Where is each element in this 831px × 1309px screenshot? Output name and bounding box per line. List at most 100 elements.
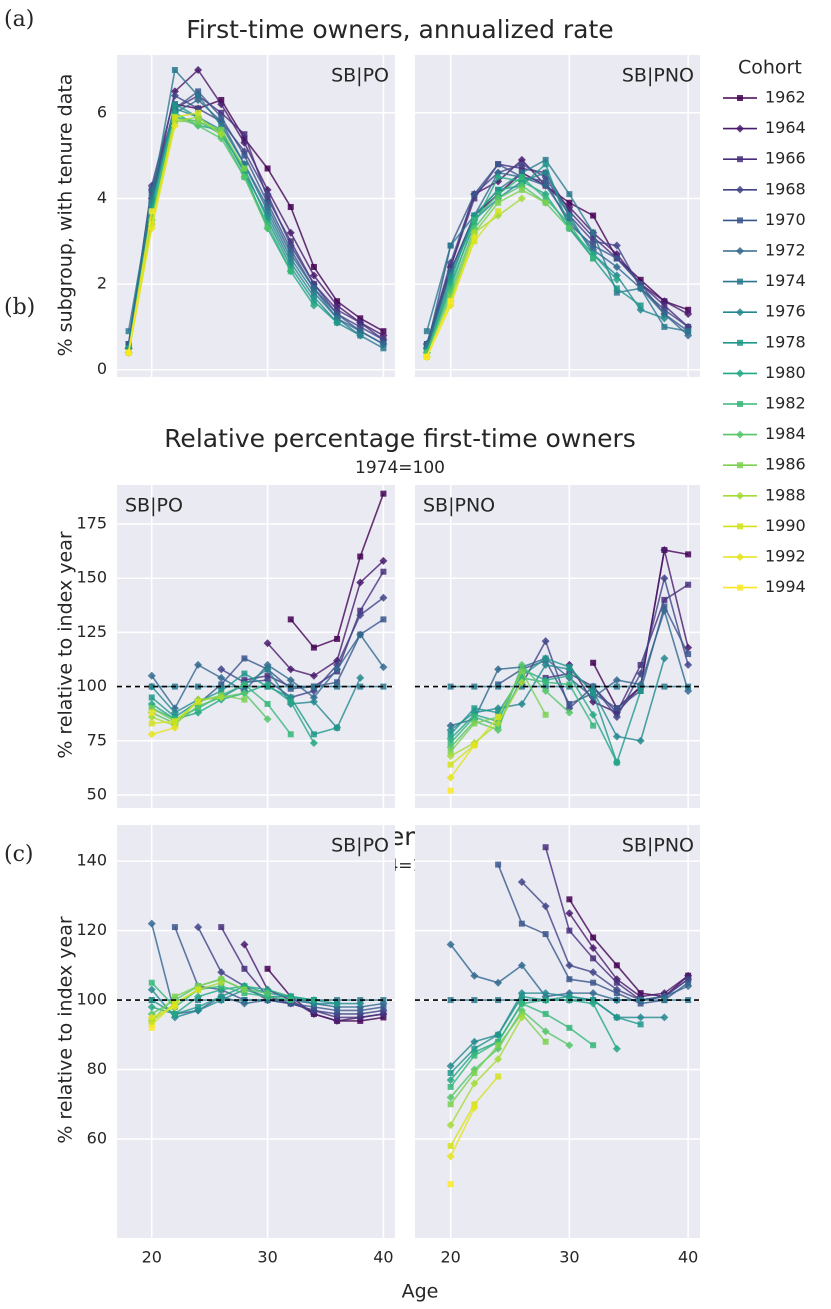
row-subtitle: 1974=100 bbox=[355, 458, 445, 478]
marker bbox=[240, 940, 249, 949]
series-line bbox=[151, 696, 222, 727]
marker bbox=[147, 1003, 156, 1012]
marker bbox=[241, 165, 248, 172]
marker bbox=[736, 369, 744, 378]
marker bbox=[263, 224, 272, 233]
marker bbox=[447, 1070, 454, 1077]
marker bbox=[495, 1038, 502, 1045]
marker bbox=[241, 655, 248, 662]
y-tick-label: 80 bbox=[87, 1059, 107, 1078]
marker bbox=[380, 616, 387, 623]
legend-label: 1980 bbox=[765, 363, 806, 382]
marker bbox=[171, 993, 178, 1000]
marker bbox=[613, 979, 620, 986]
marker bbox=[171, 718, 178, 725]
marker bbox=[495, 709, 502, 716]
panel-title: SB|PO bbox=[331, 65, 389, 87]
marker bbox=[148, 979, 155, 986]
marker bbox=[170, 723, 179, 732]
marker bbox=[565, 211, 574, 220]
marker bbox=[612, 262, 621, 271]
marker bbox=[171, 114, 178, 121]
marker bbox=[263, 665, 272, 674]
marker bbox=[217, 134, 226, 143]
marker bbox=[565, 224, 574, 233]
series-line bbox=[151, 985, 315, 1015]
marker bbox=[590, 722, 597, 729]
legend-label: 1992 bbox=[765, 547, 806, 566]
marker bbox=[217, 968, 226, 977]
marker bbox=[737, 401, 743, 407]
marker bbox=[636, 669, 645, 678]
marker bbox=[737, 462, 743, 469]
series-line bbox=[521, 575, 689, 719]
marker bbox=[171, 101, 178, 108]
marker bbox=[471, 705, 478, 712]
marker bbox=[334, 311, 341, 318]
legend-label: 1970 bbox=[765, 210, 806, 229]
marker bbox=[590, 242, 597, 249]
marker bbox=[218, 687, 225, 694]
marker bbox=[446, 1075, 455, 1084]
marker bbox=[264, 165, 271, 172]
marker bbox=[637, 281, 644, 288]
marker bbox=[447, 787, 454, 794]
marker bbox=[685, 306, 692, 313]
series-line bbox=[151, 1006, 176, 1019]
marker bbox=[612, 241, 621, 250]
marker bbox=[495, 186, 502, 193]
marker bbox=[736, 185, 744, 194]
marker bbox=[471, 713, 478, 720]
legend-title: Cohort bbox=[738, 57, 802, 79]
marker bbox=[566, 199, 573, 206]
marker bbox=[637, 1021, 644, 1028]
marker bbox=[517, 678, 526, 687]
marker bbox=[518, 993, 525, 1000]
x-tick-label: 20 bbox=[142, 1248, 162, 1267]
y-tick-label: 0 bbox=[97, 359, 107, 378]
marker bbox=[590, 934, 597, 941]
marker bbox=[286, 676, 295, 685]
marker bbox=[380, 328, 387, 335]
y-tick-label: 120 bbox=[76, 920, 107, 939]
series-line bbox=[450, 668, 618, 763]
marker bbox=[517, 1013, 526, 1022]
marker bbox=[447, 761, 454, 768]
marker bbox=[737, 95, 743, 101]
marker bbox=[241, 681, 248, 688]
marker bbox=[171, 66, 178, 73]
marker bbox=[542, 199, 549, 206]
marker bbox=[518, 920, 525, 927]
series-line bbox=[426, 163, 689, 345]
marker bbox=[542, 161, 549, 168]
marker bbox=[356, 611, 365, 620]
marker bbox=[241, 986, 248, 993]
marker bbox=[264, 965, 271, 972]
marker bbox=[241, 131, 248, 138]
marker bbox=[195, 92, 202, 99]
marker bbox=[310, 644, 317, 651]
row-title: First-time owners, annualized rate bbox=[186, 15, 613, 44]
marker bbox=[263, 639, 272, 648]
marker bbox=[494, 168, 503, 177]
marker bbox=[637, 302, 644, 309]
marker bbox=[494, 1055, 503, 1064]
marker bbox=[518, 169, 525, 176]
marker bbox=[590, 229, 597, 236]
marker bbox=[590, 690, 597, 697]
marker bbox=[147, 730, 156, 739]
marker bbox=[264, 199, 271, 206]
marker bbox=[590, 233, 597, 240]
marker bbox=[287, 255, 294, 262]
marker bbox=[612, 732, 621, 741]
marker bbox=[447, 1101, 454, 1108]
series-line bbox=[450, 992, 665, 1067]
marker bbox=[660, 654, 669, 663]
marker bbox=[684, 310, 693, 319]
marker bbox=[218, 109, 225, 116]
marker bbox=[218, 114, 225, 121]
marker bbox=[447, 1083, 454, 1090]
marker bbox=[286, 228, 295, 237]
marker bbox=[542, 655, 549, 662]
marker bbox=[736, 308, 744, 317]
